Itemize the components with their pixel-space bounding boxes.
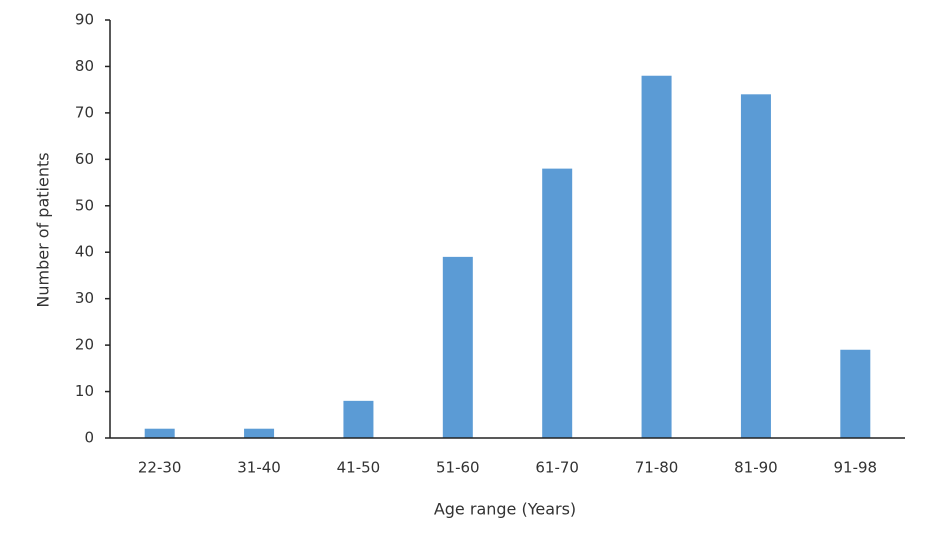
y-tick-label: 70 bbox=[75, 103, 94, 121]
bar bbox=[244, 428, 275, 438]
y-tick-label: 0 bbox=[84, 429, 94, 447]
y-tick-label: 20 bbox=[75, 336, 94, 354]
bar bbox=[840, 349, 871, 438]
y-tick-label: 10 bbox=[75, 382, 94, 400]
bar bbox=[144, 428, 175, 438]
y-axis-title: Number of patients bbox=[34, 152, 53, 307]
bar bbox=[442, 256, 473, 438]
x-tick-label: 31-40 bbox=[237, 459, 281, 477]
bar bbox=[740, 94, 771, 439]
x-tick-label: 61-70 bbox=[535, 459, 579, 477]
x-tick-label: 51-60 bbox=[436, 459, 480, 477]
x-tick-label: 41-50 bbox=[337, 459, 381, 477]
x-axis-title: Age range (Years) bbox=[434, 500, 576, 519]
x-tick-label: 22-30 bbox=[138, 459, 182, 477]
bar bbox=[641, 75, 672, 438]
y-tick-label: 60 bbox=[75, 150, 94, 168]
bar bbox=[343, 400, 374, 438]
x-tick-label: 81-90 bbox=[734, 459, 778, 477]
bar bbox=[542, 168, 573, 438]
y-tick-label: 40 bbox=[75, 243, 94, 261]
y-tick-label: 30 bbox=[75, 289, 94, 307]
y-tick-label: 50 bbox=[75, 196, 94, 214]
x-tick-label: 91-98 bbox=[834, 459, 878, 477]
y-tick-label: 80 bbox=[75, 57, 94, 75]
y-tick-label: 90 bbox=[75, 11, 94, 29]
x-tick-label: 71-80 bbox=[635, 459, 679, 477]
